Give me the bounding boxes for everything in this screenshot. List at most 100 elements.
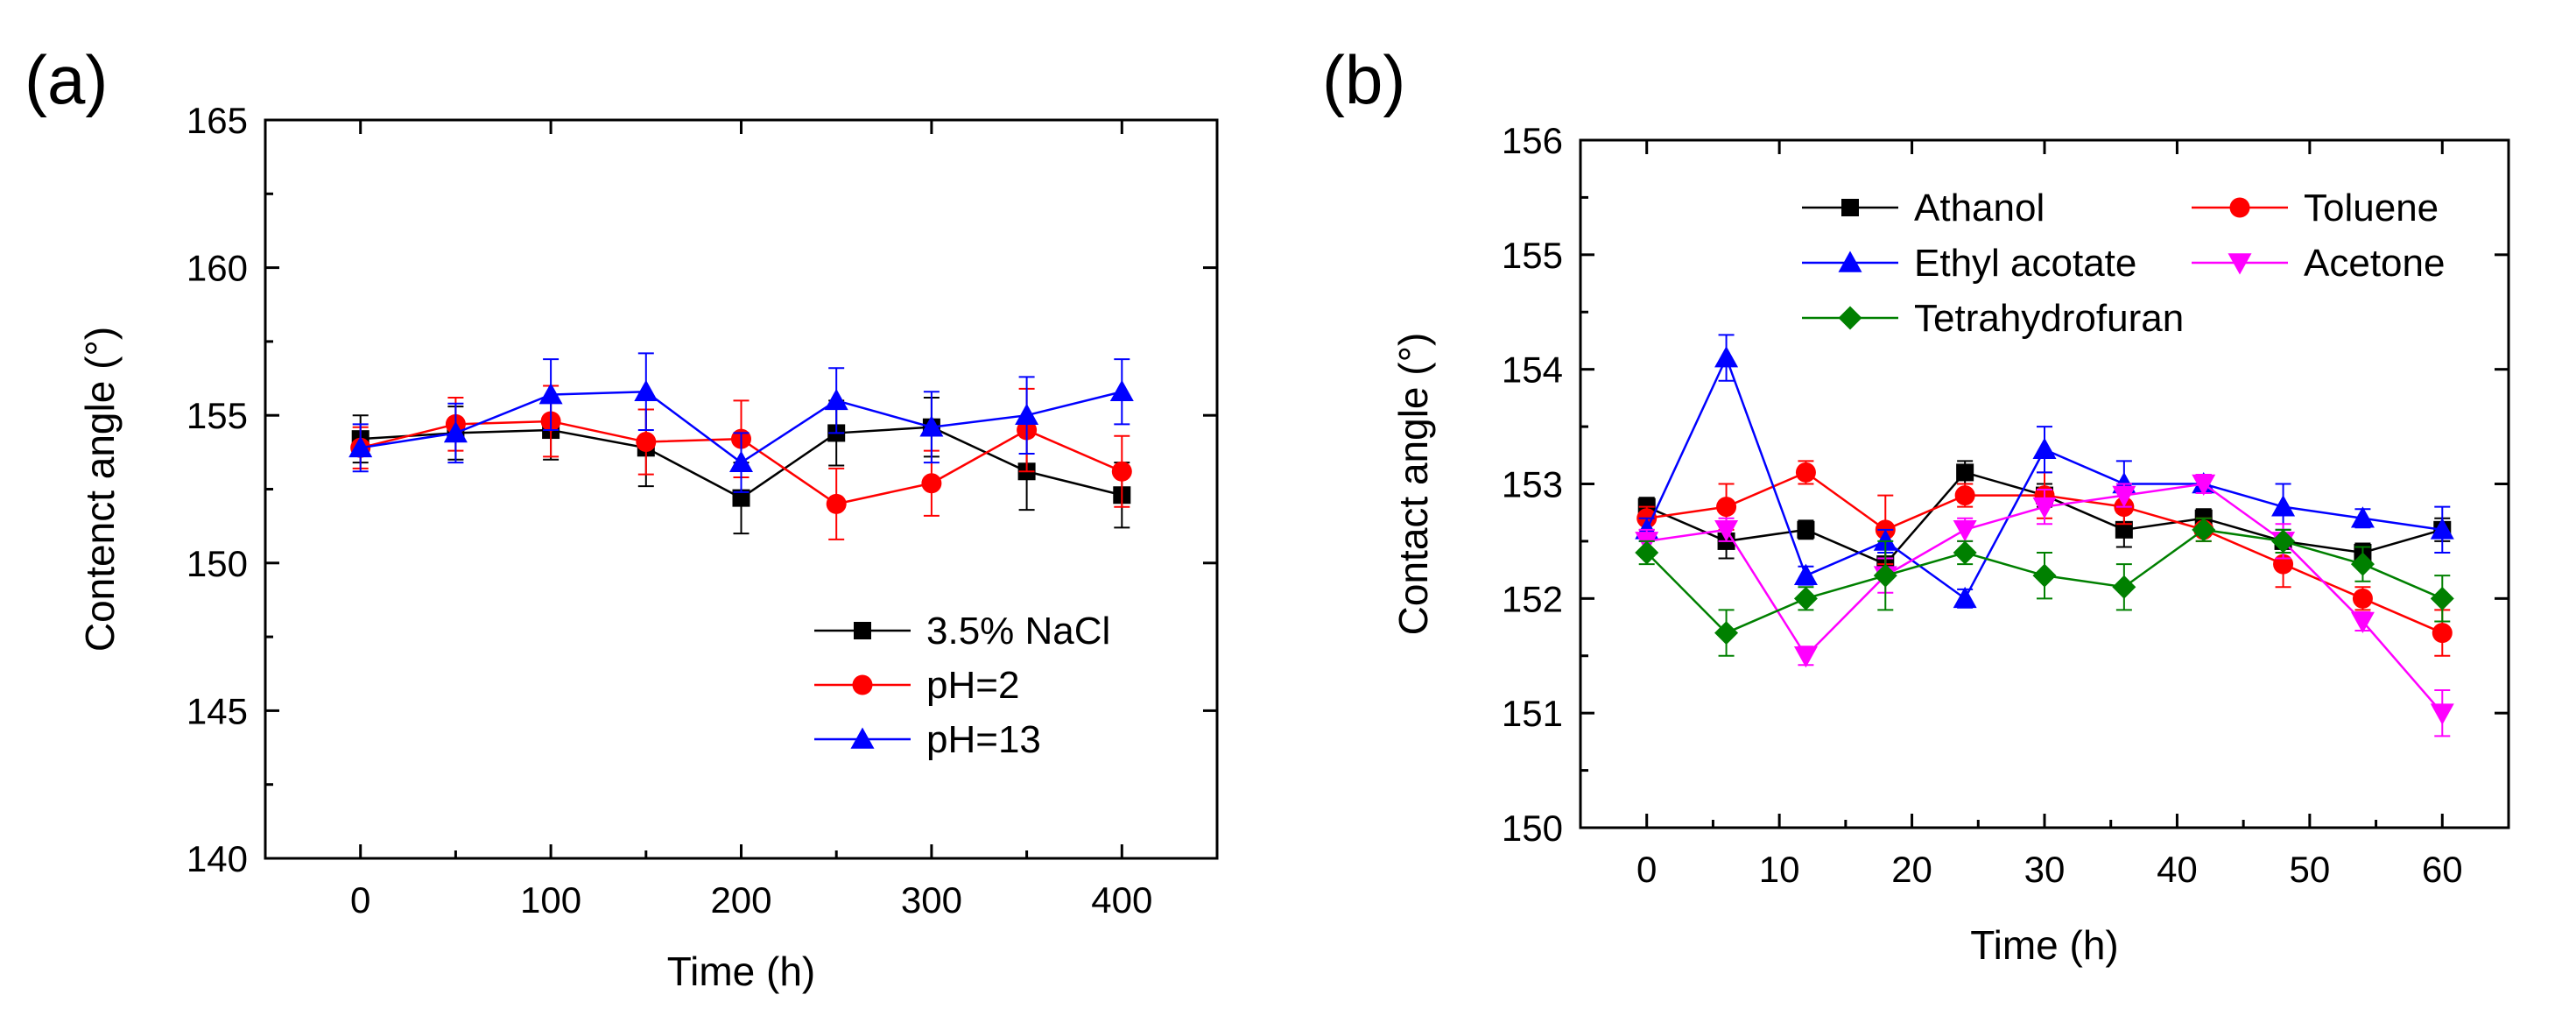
legend-item: Toluene [2192, 187, 2439, 229]
data-point [921, 473, 942, 494]
series-ph-13 [348, 352, 1134, 493]
data-point [1793, 563, 1818, 585]
data-point [1111, 461, 1132, 482]
data-point [1714, 346, 1739, 368]
legend-marker [852, 674, 873, 695]
x-axis-label: Time (h) [667, 949, 816, 994]
data-point [2115, 520, 2133, 539]
data-point [2192, 474, 2216, 496]
data-point [2430, 518, 2454, 540]
legend-item: pH=13 [814, 718, 1041, 761]
data-point [2271, 495, 2296, 517]
legend-marker [854, 622, 871, 639]
y-tick-label: 155 [1502, 235, 1563, 276]
legend-marker [1838, 306, 1862, 330]
y-tick-label: 154 [1502, 349, 1563, 391]
data-point [634, 379, 658, 402]
legend-label: Toluene [2304, 187, 2439, 229]
data-point [2432, 623, 2453, 644]
x-tick-label: 400 [1091, 879, 1152, 921]
data-point [1953, 520, 1977, 542]
x-tick-label: 50 [2289, 849, 2330, 890]
legend-item: pH=2 [814, 664, 1019, 707]
data-point [1953, 586, 1977, 609]
legend-label: pH=13 [926, 718, 1041, 761]
data-point [348, 435, 373, 458]
y-tick-label: 156 [1502, 120, 1563, 161]
data-point [2192, 518, 2216, 542]
legend-marker [2228, 253, 2252, 275]
y-tick-label: 153 [1502, 464, 1563, 505]
legend-label: Tetrahydrofuran [1914, 297, 2184, 340]
y-tick-label: 160 [187, 248, 248, 289]
legend-marker [2229, 197, 2250, 218]
x-axis-label: Time (h) [1970, 922, 2119, 968]
data-point [1793, 586, 1818, 610]
data-point [1797, 520, 1815, 539]
x-tick-label: 0 [350, 879, 370, 921]
data-point [1716, 497, 1737, 518]
y-tick-label: 145 [187, 690, 248, 731]
data-point [1873, 563, 1897, 588]
panel-label: (a) [25, 41, 108, 118]
data-point [1795, 462, 1816, 483]
legend-item: Tetrahydrofuran [1802, 297, 2184, 340]
data-point [824, 388, 848, 411]
data-point [1635, 540, 1659, 565]
panel-label: (b) [1322, 41, 1405, 118]
data-point [2032, 563, 2057, 588]
data-point [1714, 520, 1739, 542]
x-tick-label: 0 [1636, 849, 1657, 890]
data-point [1956, 463, 1974, 482]
data-point [2271, 529, 2296, 554]
y-tick-label: 151 [1502, 693, 1563, 734]
data-point [2350, 611, 2375, 633]
legend-label: 3.5% NaCl [926, 610, 1110, 653]
data-point [2032, 437, 2057, 460]
y-tick-label: 140 [187, 838, 248, 879]
data-point [1873, 529, 1897, 551]
chart-panel-a: (a) 0 100 200 300 400 140 145 150 155 160 165 Time (… [25, 41, 1219, 994]
legend-label: pH=2 [926, 664, 1019, 707]
legend-item: Acetone [2192, 242, 2445, 285]
data-point [2430, 586, 2454, 610]
data-point [1953, 540, 1977, 565]
y-tick-label: 155 [187, 395, 248, 436]
data-point [826, 493, 847, 514]
legend-marker [1838, 250, 1862, 272]
y-tick-label: 152 [1502, 578, 1563, 619]
x-tick-label: 60 [2422, 849, 2463, 890]
series-tetrahydrofuran [1635, 517, 2454, 657]
data-point [2350, 506, 2375, 528]
data-point [1954, 485, 1975, 506]
data-point [1015, 403, 1039, 425]
data-point [729, 450, 753, 472]
legend-label: Ethyl acotate [1914, 242, 2136, 285]
data-point [2032, 497, 2057, 519]
data-point [732, 489, 750, 507]
legend-label: Athanol [1914, 187, 2045, 229]
x-tick-label: 300 [901, 879, 962, 921]
legend: Athanol Toluene Ethyl acotate Acetone Tetrah… [1802, 187, 2445, 340]
chart-panel-b: (b) 0 10 20 30 40 50 60 150 151 152 153 154 155 156 Tim… [1322, 41, 2510, 968]
x-tick-label: 40 [2157, 849, 2198, 890]
data-point [1109, 379, 1134, 402]
legend-item: Athanol [1802, 187, 2045, 229]
x-tick-label: 20 [1891, 849, 1932, 890]
x-tick-label: 30 [2024, 849, 2066, 890]
data-point [1793, 646, 1818, 668]
data-point [2350, 552, 2375, 576]
legend-item: 3.5% NaCl [814, 610, 1110, 653]
data-point [636, 432, 657, 453]
legend-item: Ethyl acotate [1802, 242, 2136, 285]
data-point [443, 420, 468, 443]
legend-marker [1841, 199, 1859, 216]
x-tick-label: 200 [710, 879, 771, 921]
data-point [2112, 485, 2136, 508]
data-point [919, 415, 944, 437]
data-point [1714, 621, 1739, 646]
x-tick-label: 10 [1759, 849, 1800, 890]
legend-label: Acetone [2304, 242, 2445, 285]
data-point [2112, 575, 2136, 599]
